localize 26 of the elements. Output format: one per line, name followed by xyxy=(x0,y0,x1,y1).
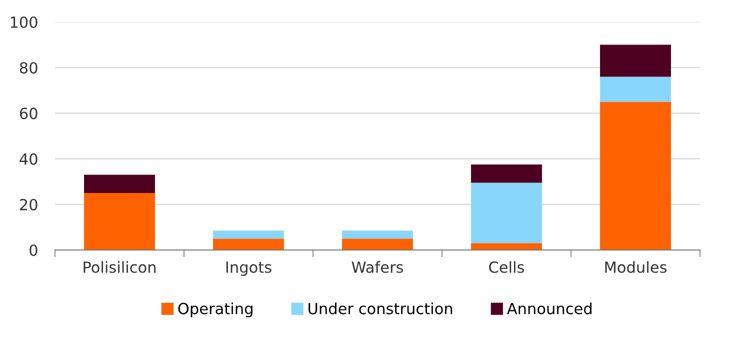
y-tick-label: 0 xyxy=(30,244,38,256)
x-tick-label: Polisilicon xyxy=(84,261,156,273)
bar xyxy=(600,102,671,250)
y-tick-label: 100 xyxy=(10,16,38,28)
bar xyxy=(471,164,542,183)
y-tick-label: 20 xyxy=(20,198,38,210)
bar xyxy=(471,243,542,250)
x-tick-label: Ingots xyxy=(226,262,272,276)
y-tick-label: 40 xyxy=(20,153,38,165)
bar xyxy=(84,174,155,193)
bar xyxy=(471,182,542,244)
legend-label: Announced xyxy=(506,302,592,314)
bar xyxy=(600,44,671,77)
legend-label: Under construction xyxy=(308,302,452,314)
bar xyxy=(600,76,671,102)
bar xyxy=(213,238,284,250)
bar xyxy=(84,193,155,250)
x-tick-label: Wafers xyxy=(352,261,404,273)
legend-label: Operating xyxy=(178,302,252,318)
bar xyxy=(213,230,284,239)
bar xyxy=(342,230,413,239)
y-tick-label: 60 xyxy=(20,108,38,120)
x-tick-label: Cells xyxy=(489,261,524,273)
bar xyxy=(342,238,413,250)
y-tick-label: 80 xyxy=(20,62,38,74)
x-tick-label: Modules xyxy=(605,261,667,273)
